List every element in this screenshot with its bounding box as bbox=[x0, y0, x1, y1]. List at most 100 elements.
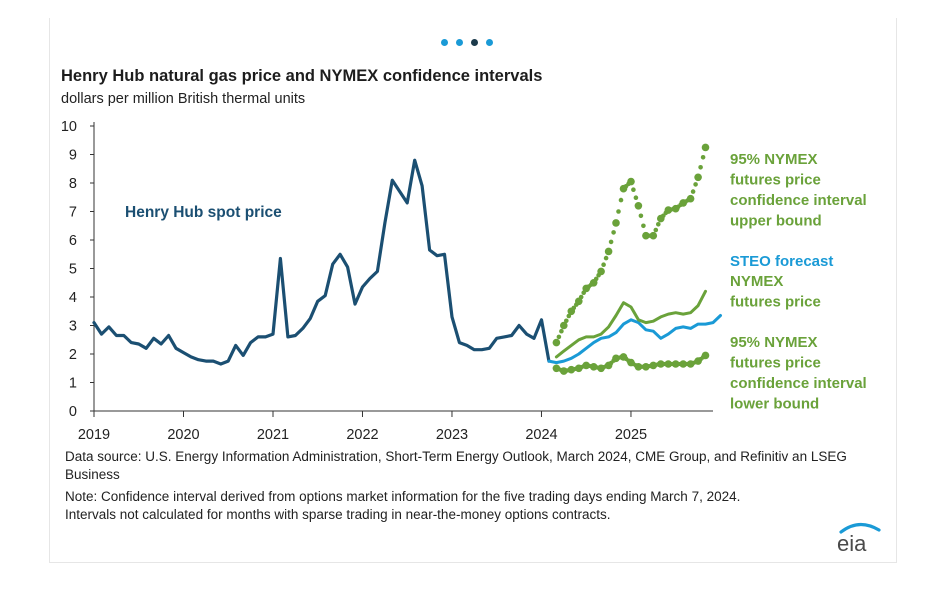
series-5-point bbox=[679, 360, 687, 368]
series-4-dot bbox=[693, 182, 698, 187]
series-4-dot bbox=[653, 227, 659, 233]
annotation-lower-bound: futures price bbox=[730, 355, 821, 372]
note-text: Note: Confidence interval derived from o… bbox=[65, 489, 741, 522]
y-tick-label: 2 bbox=[69, 347, 77, 363]
chart-subtitle: dollars per million British thermal unit… bbox=[61, 91, 306, 107]
carousel-dot-2[interactable] bbox=[456, 39, 463, 46]
series-line-2 bbox=[547, 314, 722, 365]
series-4-point bbox=[612, 219, 620, 227]
series-5-point bbox=[686, 360, 695, 368]
series-5-point bbox=[657, 360, 665, 368]
chart-title: Henry Hub natural gas price and NYMEX co… bbox=[61, 67, 543, 85]
series-5-point bbox=[619, 353, 628, 361]
series-line-3 bbox=[554, 289, 707, 359]
series-5-point bbox=[582, 361, 590, 370]
annotation-lower-bound: lower bound bbox=[730, 396, 819, 413]
series-4-point bbox=[575, 297, 583, 306]
series-4-dot bbox=[641, 223, 646, 229]
x-tick-label: 2021 bbox=[257, 427, 289, 443]
series-4-point bbox=[627, 177, 635, 186]
series-4-point bbox=[694, 173, 702, 182]
eia-logo-text: eia bbox=[837, 531, 867, 554]
series-4-dot bbox=[556, 334, 562, 340]
series-5-point bbox=[612, 354, 620, 363]
series-4-point bbox=[686, 194, 695, 203]
series-4-dot bbox=[559, 328, 564, 334]
annotation-nymex: futures price bbox=[730, 294, 821, 311]
series-4-point bbox=[604, 247, 613, 256]
series-5-point bbox=[567, 365, 576, 374]
x-tick-label: 2022 bbox=[346, 427, 378, 443]
data-source-text: Data source: U.S. Energy Information Adm… bbox=[65, 449, 847, 482]
series-4-dot bbox=[690, 189, 696, 194]
annotation-lower-bound: 95% NYMEX bbox=[730, 334, 818, 351]
series-5-point bbox=[642, 363, 650, 371]
annotation-upper-bound: 95% NYMEX bbox=[730, 151, 818, 168]
series-5-point bbox=[552, 364, 561, 373]
series-4-dot bbox=[633, 195, 639, 200]
series-4-point bbox=[701, 143, 710, 152]
series-4-dot bbox=[631, 187, 636, 192]
carousel-dot-1[interactable] bbox=[441, 39, 448, 46]
carousel-dots bbox=[441, 39, 493, 46]
series-5-point bbox=[627, 358, 635, 367]
series-4-dot bbox=[618, 197, 624, 203]
series-5-point bbox=[575, 364, 583, 373]
series-4-dot bbox=[611, 230, 616, 235]
x-tick-label: 2020 bbox=[167, 427, 199, 443]
annotation-nymex: NYMEX bbox=[730, 273, 783, 290]
annotation-henry-hub: Henry Hub spot price bbox=[125, 204, 282, 221]
series-4-dot bbox=[698, 165, 703, 170]
series-4-point bbox=[679, 199, 687, 207]
series-4-point bbox=[619, 184, 628, 193]
series-4-dot bbox=[700, 155, 706, 160]
series-4-point bbox=[567, 307, 576, 316]
series-5-point bbox=[634, 363, 643, 371]
annotation-upper-bound: confidence interval bbox=[730, 192, 867, 209]
x-tick-label: 2019 bbox=[78, 427, 110, 443]
series-4-dot bbox=[608, 239, 614, 245]
series-5-point bbox=[649, 361, 658, 370]
y-tick-label: 7 bbox=[69, 205, 77, 221]
series-5-point bbox=[597, 364, 605, 373]
series-4-point bbox=[657, 214, 665, 223]
series-4-point bbox=[552, 338, 561, 347]
series-4-point bbox=[560, 321, 568, 330]
carousel-dot-4[interactable] bbox=[486, 39, 493, 46]
series-4-dot bbox=[656, 222, 661, 227]
annotation-lower-bound: confidence interval bbox=[730, 375, 867, 392]
x-tick-label: 2024 bbox=[525, 427, 557, 443]
series-5-point bbox=[671, 360, 680, 368]
y-tick-label: 5 bbox=[69, 262, 77, 278]
carousel-dot-3[interactable] bbox=[471, 39, 478, 46]
series-4-point bbox=[582, 284, 590, 293]
x-tick-label: 2023 bbox=[436, 427, 468, 443]
chart-card bbox=[49, 18, 897, 563]
annotation-steo: STEO forecast bbox=[730, 253, 833, 270]
series-4-dot bbox=[603, 255, 609, 261]
annotation-upper-bound: upper bound bbox=[730, 213, 822, 230]
series-4-point bbox=[634, 202, 643, 210]
y-tick-label: 8 bbox=[69, 176, 77, 192]
series-4-point bbox=[664, 206, 673, 214]
x-tick-label: 2025 bbox=[615, 427, 647, 443]
series-4-dot bbox=[616, 209, 621, 214]
series-4-point bbox=[597, 267, 605, 276]
series-4-point bbox=[642, 231, 650, 240]
y-tick-label: 3 bbox=[69, 319, 77, 335]
series-4-dot bbox=[638, 213, 644, 219]
series-4-dot bbox=[601, 262, 606, 268]
series-4-point bbox=[649, 231, 658, 240]
series-5-point bbox=[701, 351, 710, 360]
annotation-upper-bound: futures price bbox=[730, 172, 821, 189]
series-5-point bbox=[694, 357, 702, 365]
eia-logo: eia bbox=[837, 522, 881, 554]
series-4-point bbox=[671, 204, 680, 213]
y-tick-label: 6 bbox=[69, 233, 77, 249]
y-tick-label: 0 bbox=[69, 404, 77, 420]
series-5-point bbox=[589, 363, 598, 371]
series-5-point bbox=[664, 360, 673, 368]
y-tick-label: 10 bbox=[61, 119, 77, 135]
series-4-point bbox=[589, 279, 598, 287]
